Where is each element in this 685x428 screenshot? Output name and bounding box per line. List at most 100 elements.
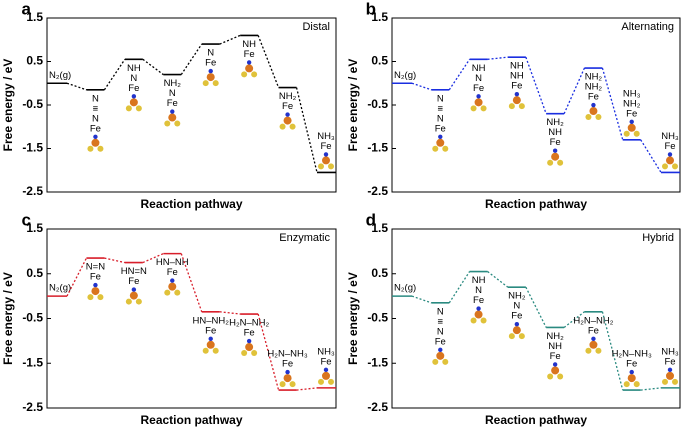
atom-icon xyxy=(595,347,602,354)
panel-title: Alternating xyxy=(621,21,674,33)
species-label: H₂N–NH₃ xyxy=(612,349,652,360)
atom-icon xyxy=(480,105,487,112)
atom-icon xyxy=(474,98,483,107)
atom-icon xyxy=(245,343,254,352)
atom-icon xyxy=(629,119,634,125)
connector xyxy=(142,58,164,76)
atom-icon xyxy=(323,152,329,157)
species-label: NH xyxy=(127,63,141,74)
species-label: N xyxy=(437,113,444,124)
species-label: N₂(g) xyxy=(394,70,416,81)
y-tick-label: 0.5 xyxy=(26,54,43,68)
atom-icon xyxy=(518,103,525,110)
species-label: HN–NH xyxy=(156,257,189,268)
atom-icon xyxy=(202,347,209,354)
species-label: Fe xyxy=(511,311,522,322)
atom-icon xyxy=(170,109,175,114)
y-tick-label: -1.5 xyxy=(22,141,43,155)
atom-icon xyxy=(206,340,215,349)
species-label: H₂N–NH₃ xyxy=(267,349,307,360)
connector xyxy=(448,271,471,304)
atom-icon xyxy=(87,145,94,152)
species-label: Fe xyxy=(282,101,293,112)
species-label: N xyxy=(437,93,444,104)
connector xyxy=(640,387,662,391)
connector xyxy=(563,67,586,114)
species-label: N₂(g) xyxy=(49,283,71,294)
species-label: N xyxy=(92,93,99,104)
atom-icon xyxy=(212,80,219,87)
species-label: Fe xyxy=(550,137,561,148)
atom-icon xyxy=(585,114,592,121)
atom-icon xyxy=(174,120,181,127)
atom-icon xyxy=(474,310,483,319)
species-label: NH xyxy=(472,275,486,286)
species-label: Fe xyxy=(128,83,139,94)
species-label: NH₂ xyxy=(546,331,564,342)
atom-icon xyxy=(470,105,477,112)
species-label: Fe xyxy=(435,123,446,134)
species-label: Fe xyxy=(167,267,178,278)
species-label: Fe xyxy=(626,108,637,119)
atom-icon xyxy=(557,373,564,380)
panel-title: Hybrid xyxy=(642,232,674,244)
species-label: N=N xyxy=(86,262,105,273)
connector xyxy=(296,387,318,391)
species-label: N₂(g) xyxy=(394,283,416,294)
atom-icon xyxy=(285,369,290,375)
atom-icon xyxy=(476,94,481,99)
connector xyxy=(487,56,508,60)
connector xyxy=(411,82,432,91)
atom-icon xyxy=(289,381,296,388)
y-axis-label: Free energy / eV xyxy=(1,59,15,152)
atom-icon xyxy=(552,148,558,153)
species-label: H₂N–NH₂ xyxy=(573,315,613,326)
panel-letter: b xyxy=(366,0,376,18)
species-label: N xyxy=(169,88,176,99)
atom-icon xyxy=(442,145,449,152)
atom-icon xyxy=(135,105,142,112)
atom-icon xyxy=(547,159,554,166)
species-label: N xyxy=(207,48,214,59)
species-label: Fe xyxy=(90,123,101,134)
atom-icon xyxy=(552,362,558,367)
atom-icon xyxy=(91,138,100,147)
atom-icon xyxy=(480,317,487,324)
species-label: NH₂ xyxy=(585,72,603,83)
atom-icon xyxy=(627,374,636,383)
species-label: NH₂ xyxy=(279,91,297,102)
atom-icon xyxy=(279,123,286,130)
species-label: NH xyxy=(472,63,486,74)
atom-icon xyxy=(672,378,678,385)
atom-icon xyxy=(328,378,334,385)
species-label: Fe xyxy=(511,81,522,92)
connector xyxy=(563,311,585,328)
species-label: N xyxy=(130,73,137,84)
connector xyxy=(487,270,509,288)
atom-icon xyxy=(672,163,678,170)
y-tick-label: -0.5 xyxy=(367,97,388,111)
atom-icon xyxy=(322,156,330,165)
x-axis-label: Reaction pathway xyxy=(485,197,587,211)
species-label: NH₃ xyxy=(317,346,335,357)
species-label: NH xyxy=(242,39,256,50)
x-axis-label: Reaction pathway xyxy=(140,197,242,211)
atom-icon xyxy=(436,138,445,147)
atom-icon xyxy=(633,130,640,137)
connector xyxy=(640,139,662,173)
connector xyxy=(180,253,203,313)
atom-icon xyxy=(318,163,324,170)
species-label: Fe xyxy=(320,356,331,367)
atom-icon xyxy=(131,94,137,99)
species-label: ≡ xyxy=(93,103,99,114)
species-label: NH₃ xyxy=(661,131,679,142)
species-label: NH₃ xyxy=(623,88,641,99)
atom-icon xyxy=(322,371,330,380)
species-label: Fe xyxy=(90,272,101,283)
atom-icon xyxy=(551,152,560,161)
atom-icon xyxy=(129,291,138,300)
atom-icon xyxy=(283,116,292,125)
y-axis-label: Free energy / eV xyxy=(1,272,15,365)
species-label: H₂N–NH₂ xyxy=(229,318,269,329)
y-tick-label: 1.5 xyxy=(371,10,388,24)
